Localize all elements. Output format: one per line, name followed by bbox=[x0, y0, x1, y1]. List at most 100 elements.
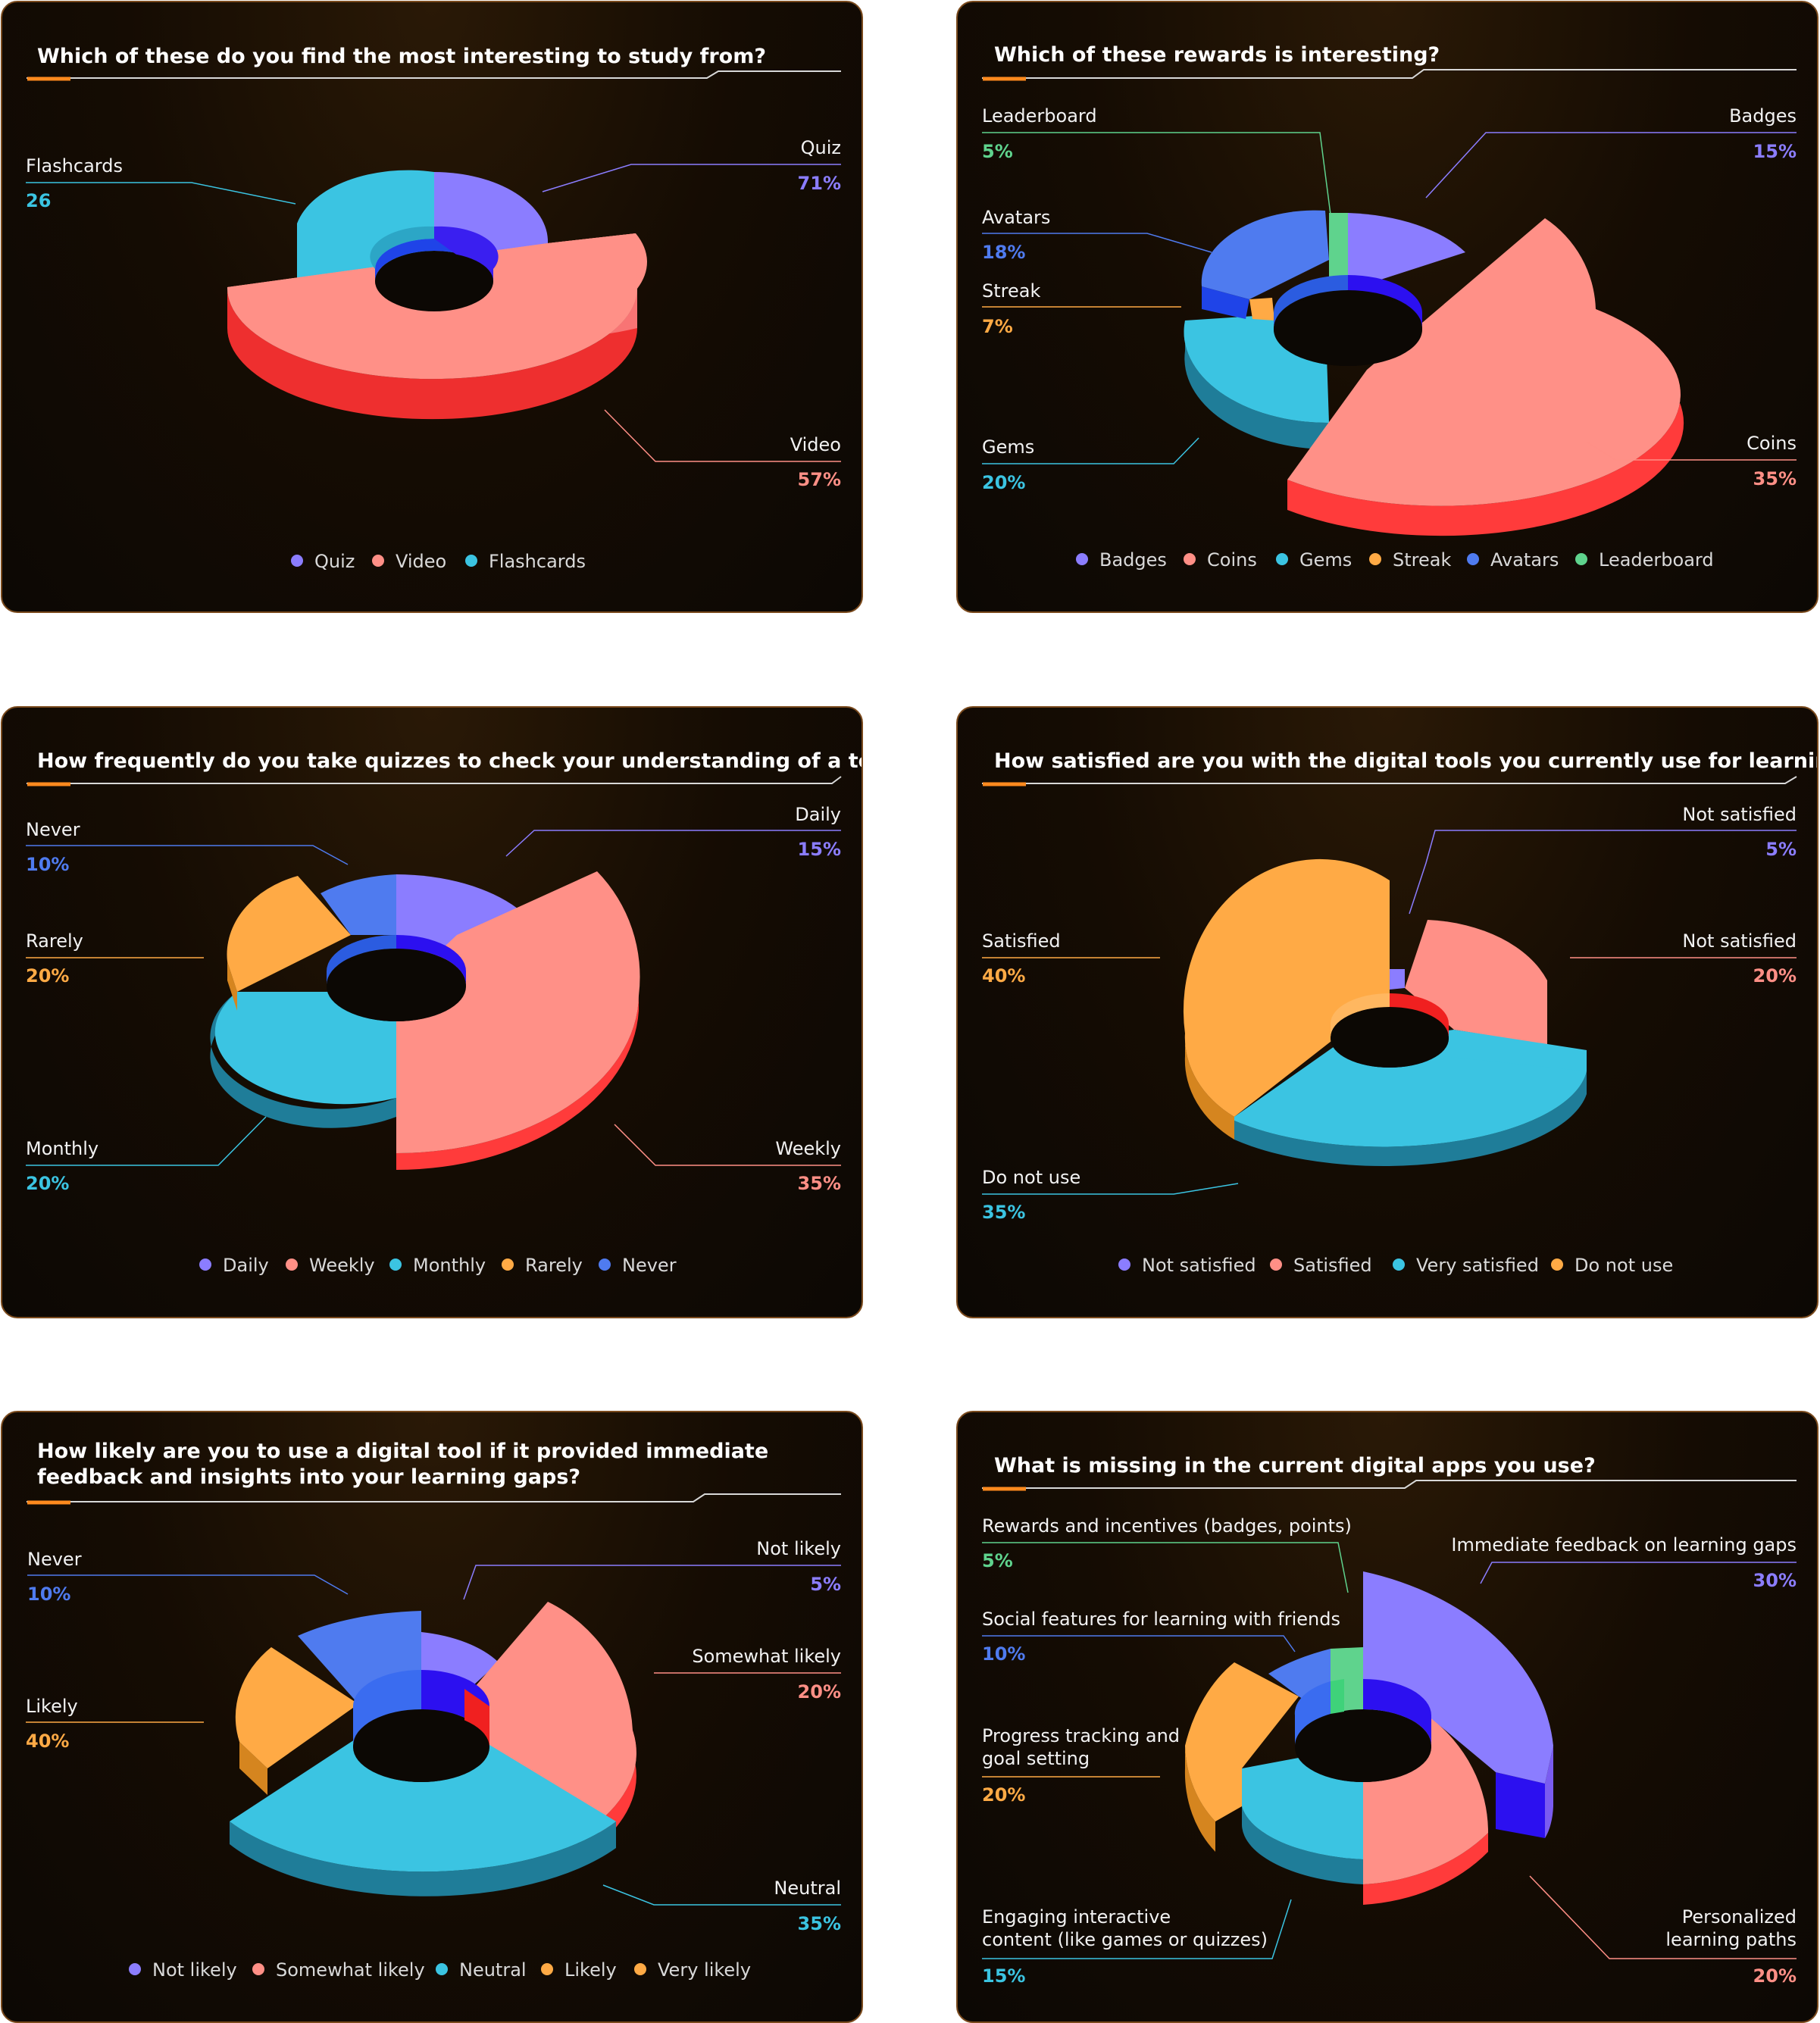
label-not-satisfied-5-name: Not satisfied bbox=[1682, 804, 1797, 825]
label-rarely-name: Rarely bbox=[26, 930, 83, 952]
chart-canvas: What is missing in the current digital a… bbox=[982, 1454, 1797, 1987]
label-coins-name: Coins bbox=[1747, 433, 1797, 454]
label-satisfied-name: Satisfied bbox=[982, 930, 1061, 952]
slice-progress-tracking bbox=[1185, 1662, 1299, 1821]
legend-item-not-satisfied: Not satisfied bbox=[1142, 1255, 1256, 1276]
slice-rarely bbox=[227, 876, 351, 992]
chart-canvas: Which of these rewards is interesting? L… bbox=[982, 43, 1797, 571]
slice-weekly bbox=[396, 871, 640, 1153]
label-personalized-name-1: Personalized bbox=[1682, 1906, 1797, 1928]
label-rewards-value: 5% bbox=[982, 1550, 1013, 1571]
label-gems-name: Gems bbox=[982, 436, 1034, 458]
label-avatars-value: 18% bbox=[982, 242, 1025, 263]
label-personalized-value: 20% bbox=[1753, 1965, 1797, 1987]
label-satisfied-value: 40% bbox=[982, 965, 1025, 986]
label-coins-value: 35% bbox=[1753, 468, 1797, 489]
label-personalized-name-2: learning paths bbox=[1665, 1929, 1797, 1950]
legend-item-monthly: Monthly bbox=[413, 1255, 486, 1276]
legend-item-weekly: Weekly bbox=[309, 1255, 375, 1276]
chart-title: Which of these do you find the most inte… bbox=[37, 45, 766, 68]
slice-daily bbox=[396, 874, 518, 958]
legend-item-gems: Gems bbox=[1299, 549, 1352, 571]
chart-title-line-2: feedback and insights into your learning… bbox=[37, 1465, 580, 1489]
label-social-name: Social features for learning with friend… bbox=[982, 1609, 1340, 1630]
label-somewhat-likely-name: Somewhat likely bbox=[692, 1646, 841, 1667]
label-do-not-use-name: Do not use bbox=[982, 1167, 1080, 1188]
label-badges-name: Badges bbox=[1729, 105, 1797, 127]
slice-never bbox=[321, 874, 396, 935]
label-not-satisfied-20-value: 20% bbox=[1753, 965, 1797, 986]
legend-item-daily: Daily bbox=[223, 1255, 269, 1276]
label-likely-value: 40% bbox=[26, 1731, 69, 1752]
slice-likely bbox=[235, 1647, 358, 1768]
label-leaderboard-name: Leaderboard bbox=[982, 105, 1097, 127]
label-gems-value: 20% bbox=[982, 472, 1025, 493]
legend-item-leaderboard: Leaderboard bbox=[1599, 549, 1714, 571]
legend: Not likely Somewhat likely Neutral Likel… bbox=[129, 1959, 751, 1981]
legend-item-very-likely: Very likely bbox=[658, 1959, 751, 1981]
label-neutral-name: Neutral bbox=[774, 1878, 841, 1899]
chart-title: How satisfied are you with the digital t… bbox=[994, 749, 1818, 773]
label-quiz-name: Quiz bbox=[801, 137, 841, 158]
donut bbox=[1184, 1571, 1553, 1905]
label-progress-value: 20% bbox=[982, 1784, 1025, 1806]
label-monthly-value: 20% bbox=[26, 1173, 69, 1194]
label-rewards-name: Rewards and incentives (badges, points) bbox=[982, 1515, 1352, 1537]
label-likely-name: Likely bbox=[26, 1696, 78, 1717]
chart-card-satisfaction: How satisfied are you with the digital t… bbox=[956, 706, 1818, 1318]
slice-immediate-feedback bbox=[1363, 1571, 1553, 1784]
legend: Not satisfied Satisfied Very satisfied D… bbox=[1118, 1255, 1673, 1276]
label-progress-name-2: goal setting bbox=[982, 1748, 1090, 1769]
label-not-likely-value: 5% bbox=[810, 1574, 841, 1595]
chart-title-line-1: How likely are you to use a digital tool… bbox=[37, 1440, 768, 1463]
legend: Daily Weekly Monthly Rarely Never bbox=[199, 1255, 677, 1276]
donut bbox=[1184, 210, 1684, 536]
legend-item-do-not-use: Do not use bbox=[1575, 1255, 1673, 1276]
legend-item-avatars: Avatars bbox=[1490, 549, 1559, 571]
legend-item-streak: Streak bbox=[1393, 549, 1451, 571]
label-do-not-use-value: 35% bbox=[982, 1202, 1025, 1223]
label-never-name: Never bbox=[27, 1549, 82, 1570]
legend-item-somewhat-likely: Somewhat likely bbox=[276, 1959, 425, 1981]
slice-leaderboard bbox=[1329, 213, 1348, 290]
slice-badges bbox=[1348, 213, 1465, 290]
label-streak-value: 7% bbox=[982, 316, 1013, 337]
label-not-satisfied-20-name: Not satisfied bbox=[1682, 930, 1797, 952]
chart-card-quiz-frequency: How frequently do you take quizzes to ch… bbox=[1, 706, 863, 1318]
label-monthly-name: Monthly bbox=[26, 1138, 99, 1159]
legend-item-video: Video bbox=[396, 551, 446, 572]
label-never-name: Never bbox=[26, 819, 80, 840]
chart-card-likelihood: How likely are you to use a digital tool… bbox=[1, 1411, 863, 2023]
label-engaging-name-2: content (like games or quizzes) bbox=[982, 1929, 1268, 1950]
label-video-value: 57% bbox=[798, 469, 841, 490]
label-somewhat-likely-value: 20% bbox=[798, 1681, 841, 1703]
slice-avatars bbox=[1201, 210, 1329, 299]
legend-item-coins: Coins bbox=[1207, 549, 1257, 571]
label-progress-name-1: Progress tracking and bbox=[982, 1725, 1180, 1746]
chart-canvas: How frequently do you take quizzes to ch… bbox=[26, 749, 862, 1276]
legend-item-very-satisfied: Very satisfied bbox=[1416, 1255, 1539, 1276]
chart-canvas: How satisfied are you with the digital t… bbox=[982, 749, 1818, 1276]
label-rarely-value: 20% bbox=[26, 965, 69, 986]
chart-title: What is missing in the current digital a… bbox=[994, 1454, 1596, 1477]
slice-do-not-use bbox=[1234, 1045, 1587, 1147]
chart-canvas: How likely are you to use a digital tool… bbox=[26, 1440, 841, 1981]
label-immediate-value: 30% bbox=[1753, 1570, 1797, 1591]
label-daily-name: Daily bbox=[795, 804, 841, 825]
label-daily-value: 15% bbox=[798, 839, 841, 860]
chart-card-missing-features: What is missing in the current digital a… bbox=[956, 1411, 1818, 2023]
chart-card-study-format: Which of these do you find the most inte… bbox=[1, 1, 863, 613]
legend: Badges Coins Gems Streak Avatars Leaderb… bbox=[1076, 549, 1714, 571]
label-badges-value: 15% bbox=[1753, 141, 1797, 162]
legend-item-satisfied: Satisfied bbox=[1293, 1255, 1372, 1276]
legend-item-not-likely: Not likely bbox=[152, 1959, 237, 1981]
label-leaderboard-value: 5% bbox=[982, 141, 1013, 162]
label-engaging-name-1: Engaging interactive bbox=[982, 1906, 1171, 1928]
donut bbox=[210, 871, 640, 1171]
label-neutral-value: 35% bbox=[798, 1913, 841, 1934]
legend-item-quiz: Quiz bbox=[314, 551, 355, 572]
slice-neutral bbox=[230, 1737, 616, 1872]
label-flashcards-value: 26 bbox=[26, 190, 51, 211]
label-quiz-value: 71% bbox=[798, 173, 841, 194]
label-weekly-value: 35% bbox=[798, 1173, 841, 1194]
